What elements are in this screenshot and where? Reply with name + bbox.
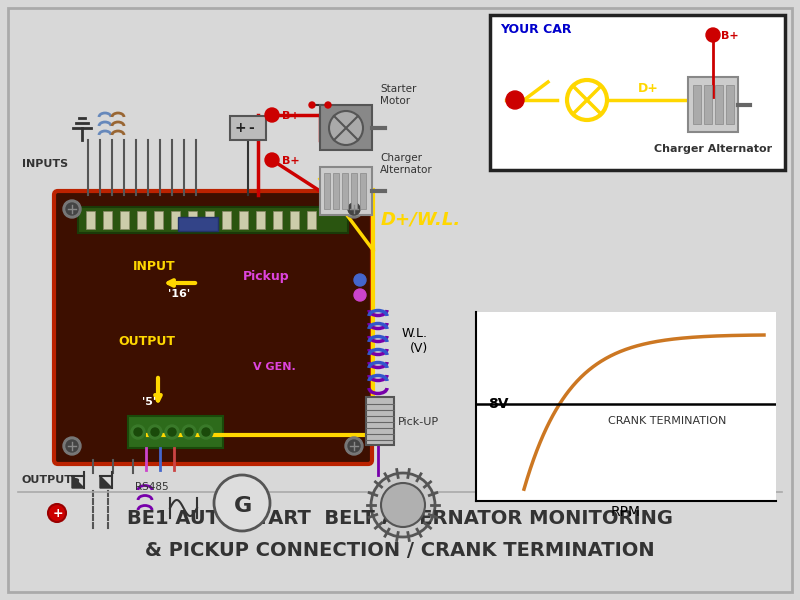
Text: Pickup: Pickup (243, 270, 290, 283)
Circle shape (265, 153, 279, 167)
Circle shape (354, 274, 366, 286)
Text: '16': '16' (168, 289, 190, 299)
Text: '5': '5' (142, 397, 156, 407)
Circle shape (48, 504, 66, 522)
Bar (320, 167, 372, 215)
Y-axis label: W.L.
(V): W.L. (V) (402, 327, 428, 355)
Text: YOUR CAR: YOUR CAR (500, 23, 571, 36)
Bar (688, 77, 738, 132)
Bar (120, 211, 129, 229)
Circle shape (506, 91, 524, 109)
Bar (171, 211, 180, 229)
FancyBboxPatch shape (54, 191, 372, 464)
Text: OUTPUTS: OUTPUTS (22, 475, 81, 485)
Circle shape (148, 425, 162, 439)
Polygon shape (100, 476, 112, 488)
Bar (342, 173, 348, 209)
Circle shape (185, 428, 193, 436)
Circle shape (199, 425, 213, 439)
Bar (324, 173, 330, 209)
Bar (78, 207, 348, 233)
Text: D+/W.L.: D+/W.L. (381, 211, 462, 229)
Text: B+: B+ (282, 156, 300, 166)
Text: G: G (234, 496, 252, 516)
Circle shape (371, 473, 435, 537)
Bar (307, 211, 316, 229)
Text: RS485: RS485 (135, 482, 169, 492)
Text: Pick-UP: Pick-UP (398, 417, 439, 427)
Circle shape (354, 289, 366, 301)
Bar (154, 211, 163, 229)
Text: INPUT: INPUT (133, 260, 176, 273)
Text: & PICKUP CONNECTION / CRANK TERMINATION: & PICKUP CONNECTION / CRANK TERMINATION (145, 541, 655, 559)
Text: Starter
Motor: Starter Motor (380, 85, 416, 106)
Circle shape (345, 437, 363, 455)
Bar (715, 85, 723, 124)
Text: B+: B+ (282, 111, 300, 121)
Text: D+: D+ (638, 82, 659, 95)
Circle shape (706, 28, 720, 42)
Bar (704, 85, 712, 124)
Bar (490, 15, 785, 170)
Circle shape (151, 428, 159, 436)
Bar (178, 217, 218, 231)
Circle shape (66, 440, 78, 452)
Bar (693, 85, 701, 124)
Bar (137, 211, 146, 229)
Bar (230, 116, 266, 140)
Circle shape (345, 200, 363, 218)
Circle shape (134, 428, 142, 436)
Bar (360, 173, 366, 209)
Text: V GEN.: V GEN. (253, 362, 296, 372)
Circle shape (381, 483, 425, 527)
Bar (188, 211, 197, 229)
Text: +: + (53, 507, 64, 520)
Circle shape (329, 111, 363, 145)
Circle shape (567, 80, 607, 120)
Text: 8V: 8V (488, 397, 509, 411)
Circle shape (63, 437, 81, 455)
Circle shape (168, 428, 176, 436)
Circle shape (325, 102, 331, 108)
Bar (366, 397, 394, 445)
Circle shape (131, 425, 145, 439)
Text: BE1 AUTO START  BELT ALTERNATOR MONITORING: BE1 AUTO START BELT ALTERNATOR MONITORIN… (127, 509, 673, 527)
Circle shape (309, 102, 315, 108)
Text: Charger
Alternator: Charger Alternator (380, 154, 433, 175)
Bar (103, 211, 112, 229)
Circle shape (348, 203, 360, 215)
Bar (128, 416, 223, 448)
Circle shape (202, 428, 210, 436)
Bar (320, 105, 372, 150)
Circle shape (265, 108, 279, 122)
Bar (726, 85, 734, 124)
Text: CRANK TERMINATION: CRANK TERMINATION (608, 416, 726, 426)
Text: -: - (248, 121, 254, 135)
Bar (273, 211, 282, 229)
Bar (256, 211, 265, 229)
Text: Charger Alternator: Charger Alternator (654, 144, 772, 154)
Bar (351, 173, 357, 209)
Bar (222, 211, 231, 229)
Circle shape (66, 203, 78, 215)
Text: OUTPUT: OUTPUT (118, 335, 175, 348)
Circle shape (63, 200, 81, 218)
X-axis label: RPM: RPM (611, 505, 641, 519)
Text: INPUTS: INPUTS (22, 159, 68, 169)
Circle shape (165, 425, 179, 439)
Circle shape (348, 440, 360, 452)
Circle shape (182, 425, 196, 439)
Text: B+: B+ (721, 31, 738, 41)
Text: +: + (235, 121, 246, 135)
Bar (205, 211, 214, 229)
Bar (86, 211, 95, 229)
Polygon shape (72, 476, 84, 488)
Bar (333, 173, 339, 209)
Bar (239, 211, 248, 229)
Bar (290, 211, 299, 229)
Circle shape (214, 475, 270, 531)
